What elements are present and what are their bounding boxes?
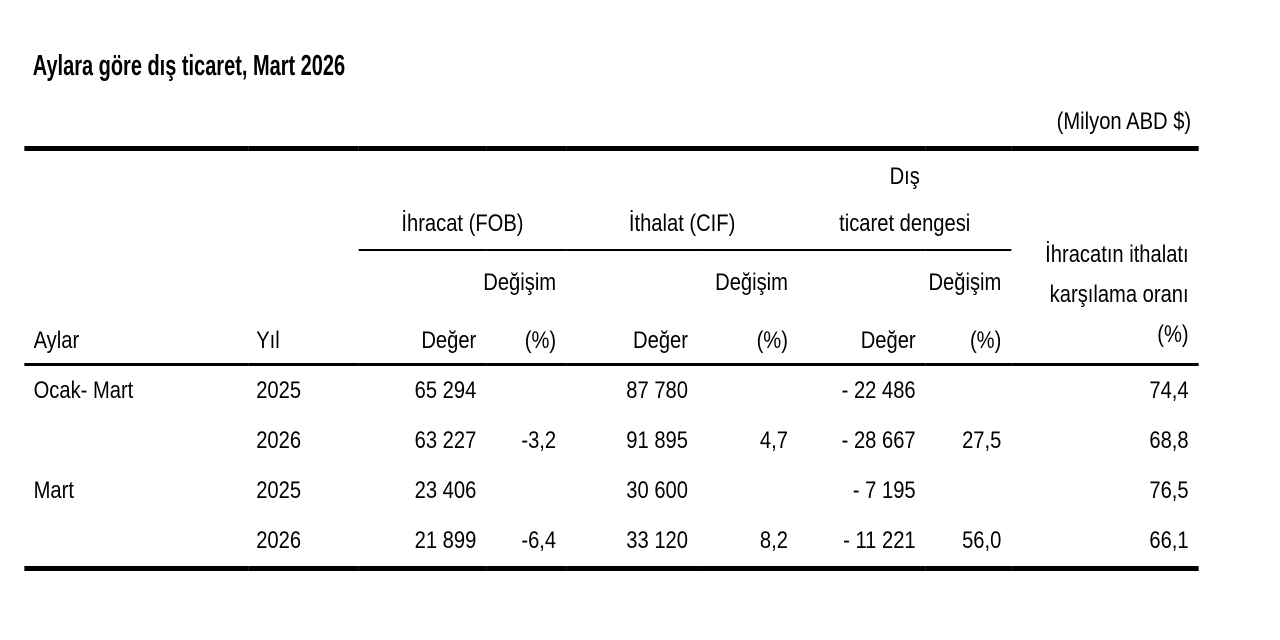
- table-body: Ocak- Mart 2025 65 294 87 780 - 22 486 7…: [24, 365, 1198, 569]
- table-row: Mart 2025 23 406 30 600 - 7 195 76,5: [24, 466, 1198, 516]
- column-header-row: Aylar Yıl Değer (%) Değer (%) Değer (%): [24, 303, 1198, 366]
- balance-group-header: Dış ticaret dengesi: [798, 148, 1012, 251]
- table-row: Ocak- Mart 2025 65 294 87 780 - 22 486 7…: [24, 365, 1198, 417]
- imports-value-column-header: Değer: [566, 303, 699, 366]
- balance-pct-column-header: (%): [925, 303, 1012, 366]
- cell-export-change: -3,2: [521, 427, 557, 454]
- imports-change-label: Değişim: [715, 269, 788, 296]
- cell-balance-value: - 11 221: [843, 527, 916, 554]
- balance-header-line2: ticaret dengesi: [839, 210, 971, 237]
- coverage-header-line1: İhracatın ithalatı: [1045, 241, 1189, 268]
- cell-import-value: 33 120: [626, 527, 688, 554]
- exports-group-header: İhracat (FOB): [358, 148, 567, 251]
- cell-months: [24, 516, 248, 569]
- exports-change-label: Değişim: [483, 269, 557, 296]
- cell-export-change: [486, 466, 566, 516]
- cell-year: 2026: [256, 527, 302, 554]
- cell-import-change: [698, 466, 798, 516]
- year-column-header: Yıl: [248, 303, 359, 366]
- group-header-spacer: [24, 149, 358, 251]
- cell-balance-value: - 7 195: [852, 477, 916, 504]
- imports-pct-column-header: (%): [698, 303, 799, 366]
- balance-header-line1: Dış: [889, 163, 920, 190]
- cell-months: [24, 416, 248, 466]
- exports-pct-column-header: (%): [486, 303, 567, 366]
- cell-export-change: -6,4: [521, 527, 557, 554]
- unit-note: (Milyon ABD $): [1056, 108, 1192, 135]
- cell-export-value: 65 294: [414, 377, 477, 404]
- cell-year: 2025: [256, 377, 302, 404]
- exports-value-column-header: Değer: [358, 303, 487, 366]
- table-header: İhracat (FOB) İthalat (CIF) Dış ticaret d…: [24, 148, 1199, 366]
- cell-export-value: 23 406: [414, 477, 477, 504]
- cell-import-change: [698, 365, 798, 417]
- cell-import-value: 91 895: [626, 427, 688, 454]
- cell-year: 2026: [256, 427, 302, 454]
- cell-balance-change: 27,5: [962, 427, 1002, 454]
- cell-months: Ocak- Mart: [33, 377, 134, 404]
- trade-table: İhracat (FOB) İthalat (CIF) Dış ticaret d…: [24, 146, 1199, 571]
- cell-export-value: 63 227: [414, 427, 477, 454]
- cell-balance-change: [926, 466, 1012, 516]
- cell-coverage-ratio: 74,4: [1149, 377, 1189, 404]
- table-row: 2026 21 899 -6,4 33 120 8,2 - 11 221 56,…: [24, 516, 1198, 569]
- months-column-header: Aylar: [24, 303, 249, 366]
- coverage-header-line3: (%): [1157, 321, 1189, 348]
- cell-export-change: [486, 365, 566, 417]
- change-header-spacer: [24, 250, 358, 303]
- cell-import-value: 87 780: [626, 377, 688, 404]
- cell-months: Mart: [33, 477, 74, 504]
- cell-import-change: 8,2: [759, 527, 788, 554]
- cell-import-change: 4,7: [759, 427, 788, 454]
- cell-balance-value: - 28 667: [841, 427, 916, 454]
- cell-balance-value: - 22 486: [841, 377, 916, 404]
- cell-coverage-ratio: 76,5: [1149, 477, 1189, 504]
- cell-coverage-ratio: 68,8: [1149, 427, 1189, 454]
- coverage-header-line2: karşılama oranı: [1049, 281, 1189, 308]
- cell-balance-change: [926, 365, 1012, 417]
- imports-group-header: İthalat (CIF): [566, 148, 799, 251]
- page-title: Aylara göre dış ticaret, Mart 2026: [32, 50, 346, 82]
- group-header-row: İhracat (FOB) İthalat (CIF) Dış ticaret d…: [24, 148, 1199, 366]
- cell-import-value: 30 600: [626, 477, 688, 504]
- balance-value-column-header: Değer: [798, 303, 926, 366]
- balance-change-label: Değişim: [928, 269, 1002, 296]
- cell-coverage-ratio: 66,1: [1149, 527, 1189, 554]
- cell-year: 2025: [256, 477, 302, 504]
- cell-balance-change: 56,0: [962, 527, 1002, 554]
- cell-export-value: 21 899: [414, 527, 477, 554]
- change-header-row: Değişim Değişim Değişim: [24, 250, 1198, 303]
- coverage-ratio-header: İhracatın ithalatı karşılama oranı (%): [1011, 148, 1199, 366]
- table-row: 2026 63 227 -3,2 91 895 4,7 - 28 667 27,…: [24, 416, 1198, 466]
